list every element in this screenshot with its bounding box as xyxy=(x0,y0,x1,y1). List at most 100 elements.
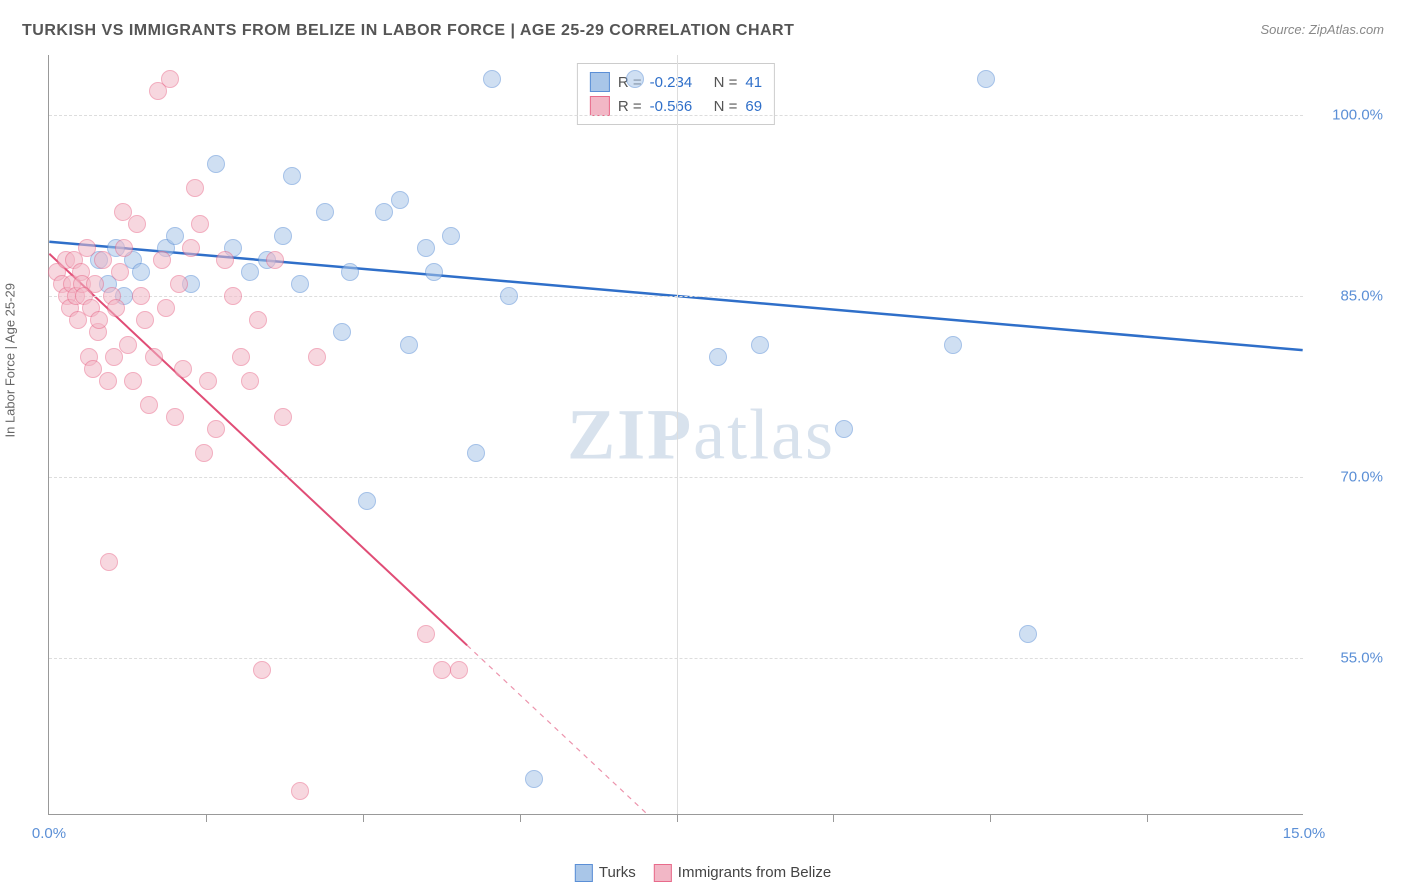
scatter-point xyxy=(86,275,104,293)
y-tick-label: 85.0% xyxy=(1313,288,1383,305)
scatter-point xyxy=(115,239,133,257)
scatter-point xyxy=(191,215,209,233)
scatter-point xyxy=(391,191,409,209)
scatter-point xyxy=(145,348,163,366)
scatter-point xyxy=(78,239,96,257)
scatter-point xyxy=(186,179,204,197)
r-label: R = xyxy=(618,98,642,115)
series-legend: Turks Immigrants from Belize xyxy=(575,864,831,882)
chart-container: TURKISH VS IMMIGRANTS FROM BELIZE IN LAB… xyxy=(0,0,1406,892)
scatter-point xyxy=(751,336,769,354)
scatter-point xyxy=(525,770,543,788)
n-value: 41 xyxy=(745,74,762,91)
scatter-point xyxy=(400,336,418,354)
scatter-point xyxy=(274,227,292,245)
scatter-point xyxy=(358,492,376,510)
legend-swatch xyxy=(590,72,610,92)
scatter-point xyxy=(626,70,644,88)
scatter-point xyxy=(333,323,351,341)
scatter-point xyxy=(1019,625,1037,643)
scatter-point xyxy=(291,275,309,293)
scatter-point xyxy=(500,287,518,305)
scatter-point xyxy=(835,420,853,438)
scatter-point xyxy=(195,444,213,462)
x-minor-tick xyxy=(1147,814,1148,822)
scatter-point xyxy=(433,661,451,679)
scatter-point xyxy=(274,408,292,426)
scatter-point xyxy=(375,203,393,221)
scatter-point xyxy=(450,661,468,679)
scatter-point xyxy=(99,372,117,390)
y-axis-label: In Labor Force | Age 25-29 xyxy=(3,283,18,437)
gridline-v xyxy=(677,55,678,814)
scatter-point xyxy=(94,251,112,269)
x-minor-tick xyxy=(520,814,521,822)
scatter-point xyxy=(128,215,146,233)
scatter-point xyxy=(199,372,217,390)
n-label: N = xyxy=(714,74,738,91)
n-label: N = xyxy=(714,98,738,115)
legend-swatch xyxy=(590,96,610,116)
x-minor-tick xyxy=(363,814,364,822)
scatter-point xyxy=(153,251,171,269)
scatter-point xyxy=(266,251,284,269)
n-value: 69 xyxy=(745,98,762,115)
watermark: ZIPatlas xyxy=(567,393,835,476)
scatter-point xyxy=(132,287,150,305)
x-minor-tick xyxy=(833,814,834,822)
scatter-point xyxy=(207,420,225,438)
scatter-point xyxy=(232,348,250,366)
scatter-point xyxy=(90,311,108,329)
scatter-point xyxy=(316,203,334,221)
legend-item: Immigrants from Belize xyxy=(654,864,831,882)
scatter-point xyxy=(977,70,995,88)
scatter-point xyxy=(119,336,137,354)
y-tick-label: 55.0% xyxy=(1313,650,1383,667)
scatter-point xyxy=(157,299,175,317)
scatter-point xyxy=(483,70,501,88)
x-minor-tick xyxy=(990,814,991,822)
scatter-point xyxy=(467,444,485,462)
scatter-point xyxy=(170,275,188,293)
scatter-point xyxy=(136,311,154,329)
scatter-point xyxy=(132,263,150,281)
legend-label: Turks xyxy=(599,864,636,881)
scatter-point xyxy=(283,167,301,185)
chart-title: TURKISH VS IMMIGRANTS FROM BELIZE IN LAB… xyxy=(22,22,794,40)
scatter-point xyxy=(84,360,102,378)
scatter-point xyxy=(253,661,271,679)
scatter-point xyxy=(241,263,259,281)
scatter-point xyxy=(207,155,225,173)
scatter-point xyxy=(308,348,326,366)
scatter-point xyxy=(249,311,267,329)
scatter-point xyxy=(417,239,435,257)
watermark-rest: atlas xyxy=(693,394,835,474)
scatter-point xyxy=(442,227,460,245)
scatter-point xyxy=(124,372,142,390)
scatter-point xyxy=(140,396,158,414)
scatter-point xyxy=(100,553,118,571)
scatter-point xyxy=(709,348,727,366)
source-label: Source: ZipAtlas.com xyxy=(1260,22,1384,37)
x-minor-tick xyxy=(206,814,207,822)
scatter-point xyxy=(107,299,125,317)
scatter-point xyxy=(241,372,259,390)
x-tick-label: 0.0% xyxy=(32,825,66,842)
scatter-point xyxy=(291,782,309,800)
y-tick-label: 100.0% xyxy=(1313,107,1383,124)
r-value: -0.234 xyxy=(650,74,706,91)
legend-item: Turks xyxy=(575,864,636,882)
legend-label: Immigrants from Belize xyxy=(678,864,831,881)
scatter-point xyxy=(161,70,179,88)
x-minor-tick xyxy=(677,814,678,822)
x-tick-label: 15.0% xyxy=(1283,825,1326,842)
scatter-point xyxy=(224,287,242,305)
scatter-point xyxy=(216,251,234,269)
plot-area: ZIPatlas R =-0.234N =41R =-0.566N =69 55… xyxy=(48,55,1303,815)
y-tick-label: 70.0% xyxy=(1313,469,1383,486)
scatter-point xyxy=(111,263,129,281)
r-value: -0.566 xyxy=(650,98,706,115)
legend-swatch xyxy=(654,864,672,882)
scatter-point xyxy=(166,227,184,245)
watermark-bold: ZIP xyxy=(567,394,693,474)
